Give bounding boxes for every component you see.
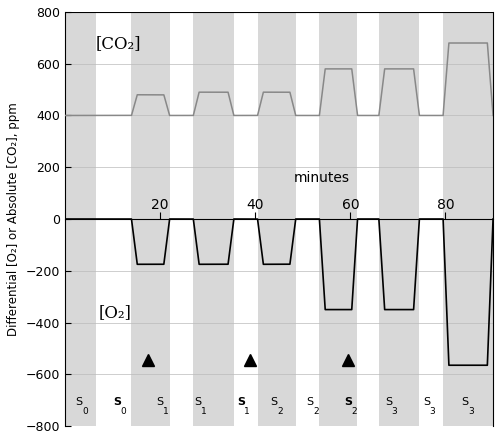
Bar xyxy=(194,12,234,426)
Text: 1: 1 xyxy=(244,407,250,416)
Text: S: S xyxy=(237,397,245,407)
Text: 0: 0 xyxy=(120,407,126,416)
Text: 2: 2 xyxy=(278,407,283,416)
Text: S: S xyxy=(306,397,314,407)
Text: S: S xyxy=(113,397,121,407)
Text: minutes: minutes xyxy=(294,172,350,185)
Text: 1: 1 xyxy=(164,407,169,416)
Bar xyxy=(132,12,170,426)
Bar xyxy=(379,12,420,426)
Text: 1: 1 xyxy=(202,407,207,416)
Text: S: S xyxy=(76,397,82,407)
Text: 2: 2 xyxy=(314,407,319,416)
Text: S: S xyxy=(385,397,392,407)
Text: 3: 3 xyxy=(430,407,436,416)
Bar xyxy=(320,12,358,426)
Bar xyxy=(258,12,296,426)
Text: S: S xyxy=(270,397,278,407)
Bar xyxy=(65,12,96,426)
Text: S: S xyxy=(194,397,202,407)
Bar xyxy=(443,12,493,426)
Text: [O₂]: [O₂] xyxy=(98,304,131,321)
Text: 2: 2 xyxy=(352,407,357,416)
Text: S: S xyxy=(461,397,468,407)
Text: 0: 0 xyxy=(82,407,88,416)
Text: [CO₂]: [CO₂] xyxy=(96,35,142,52)
Text: S: S xyxy=(156,397,164,407)
Text: 3: 3 xyxy=(468,407,473,416)
Text: S: S xyxy=(344,397,352,407)
Text: 3: 3 xyxy=(392,407,398,416)
Y-axis label: Differential [O₂] or Absolute [CO₂], ppm: Differential [O₂] or Absolute [CO₂], ppm xyxy=(7,102,20,336)
Text: S: S xyxy=(423,397,430,407)
